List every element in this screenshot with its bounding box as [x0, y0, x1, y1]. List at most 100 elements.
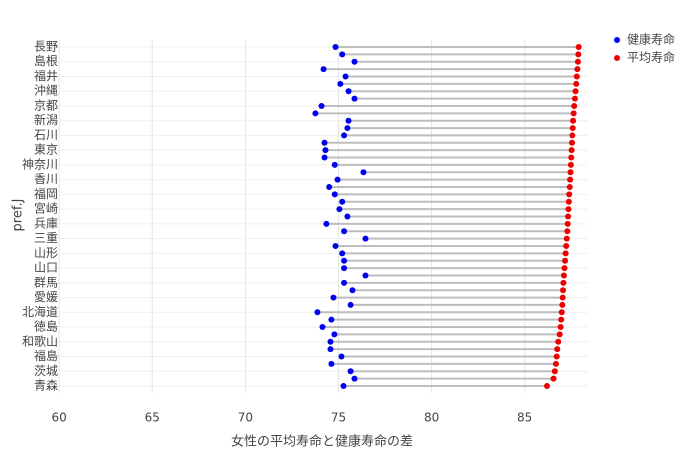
- point: [575, 44, 582, 50]
- y-tick-label: 茨城: [34, 364, 58, 378]
- point: [334, 176, 341, 183]
- legend-label: 平均寿命: [627, 50, 675, 65]
- x-tick-label: 60: [52, 411, 67, 425]
- point: [565, 206, 572, 213]
- point: [362, 272, 369, 279]
- point: [351, 95, 358, 102]
- point: [351, 375, 358, 382]
- point: [570, 110, 577, 117]
- point: [560, 272, 567, 279]
- point: [558, 316, 565, 323]
- y-tick-label: 山形: [34, 246, 58, 260]
- point: [563, 235, 570, 242]
- y-tick-label: 石川: [34, 128, 58, 142]
- point: [567, 176, 574, 183]
- point: [559, 294, 566, 301]
- point: [332, 44, 339, 50]
- point: [344, 125, 351, 132]
- point: [565, 198, 572, 205]
- point: [568, 139, 575, 146]
- point: [347, 368, 354, 375]
- y-tick-label: 京都: [34, 98, 58, 112]
- point: [331, 161, 338, 168]
- y-tick-label: 東京: [34, 143, 58, 157]
- point: [574, 58, 581, 65]
- point: [328, 316, 335, 323]
- y-tick-label: 和歌山: [22, 333, 58, 348]
- y-tick-label: 神奈川: [22, 157, 58, 171]
- point: [568, 154, 575, 161]
- point: [564, 228, 571, 235]
- point: [345, 117, 352, 124]
- y-tick-label: 香川: [34, 172, 58, 186]
- y-tick-label: 群馬: [34, 275, 58, 289]
- point: [569, 132, 576, 139]
- point: [341, 257, 348, 264]
- point: [321, 139, 328, 146]
- point: [360, 169, 367, 176]
- point: [568, 147, 575, 154]
- point: [338, 353, 345, 360]
- x-tick-label: 70: [238, 411, 253, 425]
- point: [327, 346, 334, 353]
- point: [321, 154, 328, 161]
- y-tick-label: 島根: [34, 53, 58, 68]
- point: [312, 110, 319, 117]
- point: [351, 58, 358, 65]
- point: [340, 383, 347, 389]
- point: [569, 125, 576, 132]
- legend-marker: [614, 55, 620, 61]
- point: [554, 346, 561, 353]
- point: [570, 117, 577, 124]
- y-tick-label: 北海道: [22, 304, 58, 319]
- legend-marker: [614, 37, 620, 43]
- point: [319, 324, 326, 331]
- y-tick-label: 徳島: [34, 319, 58, 334]
- point: [560, 279, 567, 286]
- point: [551, 368, 558, 375]
- point: [341, 279, 348, 286]
- point: [341, 265, 348, 272]
- point: [331, 331, 338, 338]
- point: [331, 191, 338, 198]
- legend-label: 健康寿命: [627, 32, 675, 47]
- x-tick-label: 80: [424, 411, 439, 425]
- y-tick-label: 福井: [34, 68, 58, 83]
- point: [345, 88, 352, 95]
- point: [330, 294, 337, 301]
- point: [349, 287, 356, 294]
- point: [575, 51, 582, 58]
- point: [347, 301, 354, 308]
- point: [571, 102, 578, 109]
- point: [320, 66, 327, 73]
- point: [552, 360, 559, 367]
- point: [328, 360, 335, 367]
- point: [342, 73, 349, 80]
- point: [557, 324, 564, 331]
- point: [562, 250, 569, 257]
- point: [327, 338, 334, 345]
- y-tick-label: 長野: [34, 40, 58, 54]
- y-axis-title: pref.J: [11, 199, 26, 232]
- point: [566, 191, 573, 198]
- point: [339, 250, 346, 257]
- point: [559, 301, 566, 308]
- y-tick-label: 沖縄: [34, 83, 58, 98]
- point: [571, 95, 578, 102]
- y-tick-label: 宮崎: [34, 201, 58, 216]
- point: [322, 147, 329, 154]
- y-tick-label: 愛媛: [34, 290, 58, 304]
- y-tick-label: 福島: [34, 348, 58, 363]
- point: [573, 73, 580, 80]
- point: [341, 132, 348, 139]
- point: [323, 220, 330, 227]
- point: [560, 287, 567, 294]
- y-tick-label: 青森: [34, 378, 58, 393]
- x-tick-label: 85: [517, 411, 532, 425]
- point: [565, 213, 572, 220]
- point: [562, 257, 569, 264]
- point: [561, 265, 568, 272]
- point: [544, 383, 551, 389]
- point: [362, 235, 369, 242]
